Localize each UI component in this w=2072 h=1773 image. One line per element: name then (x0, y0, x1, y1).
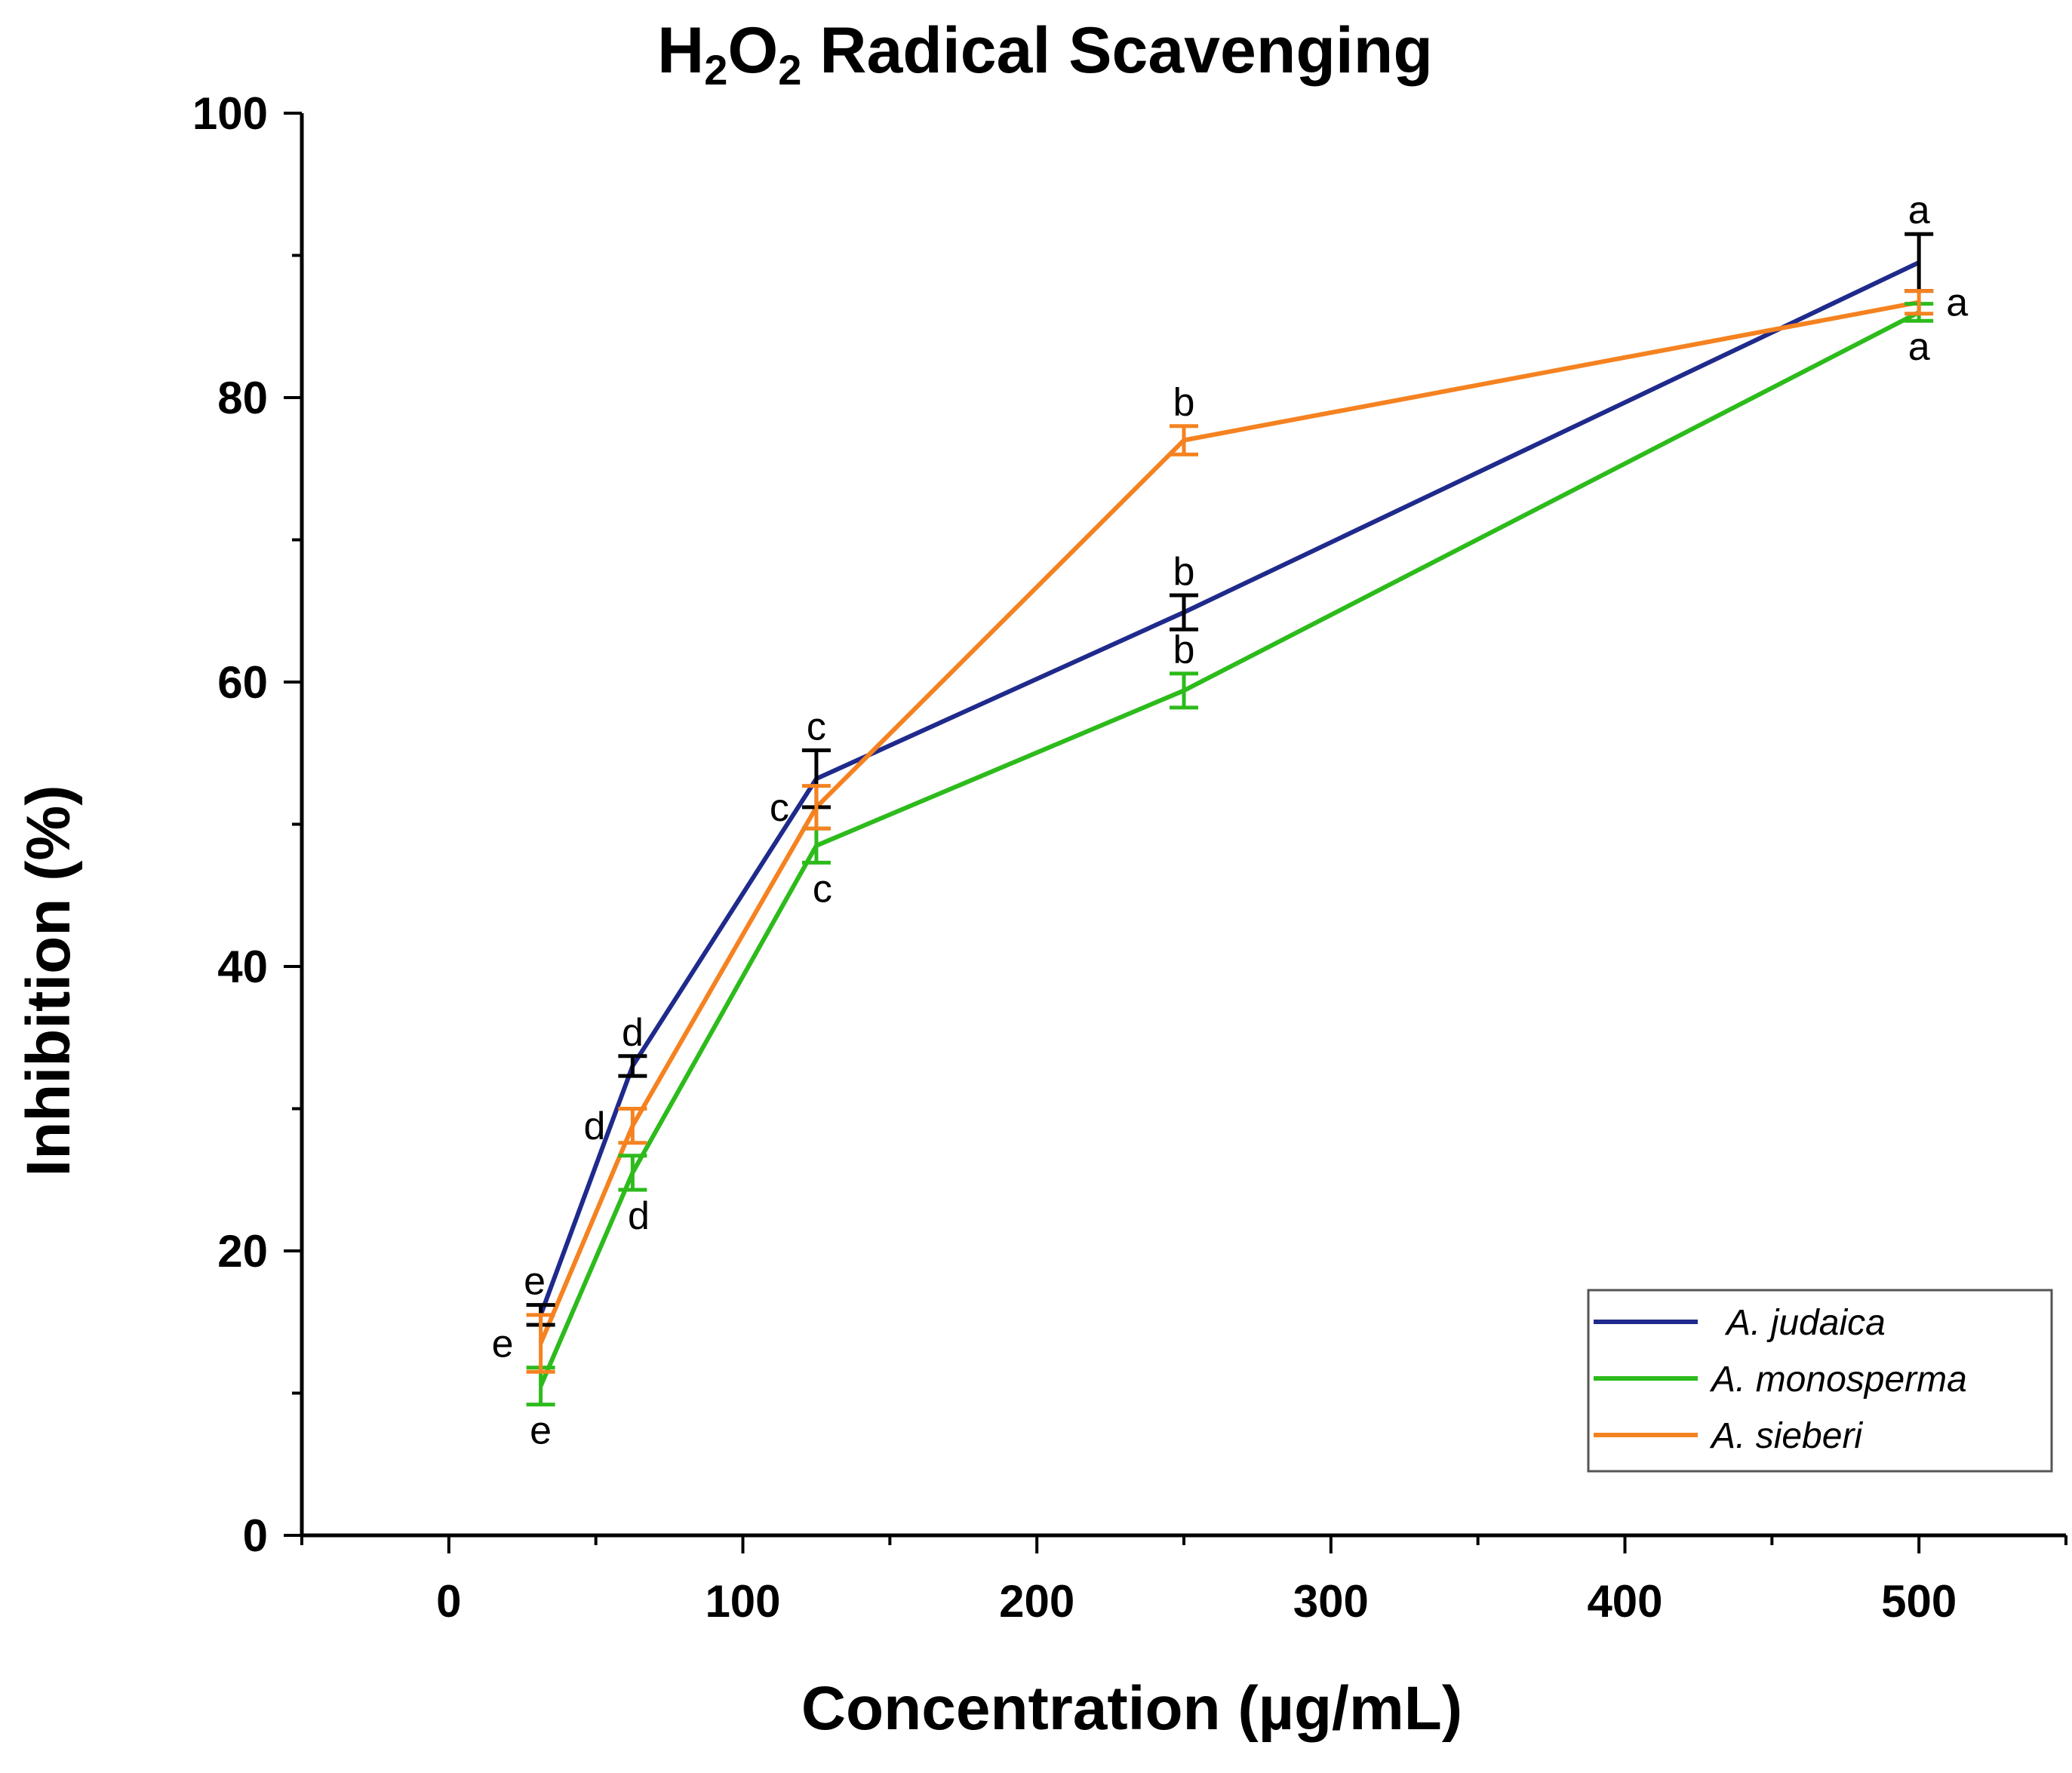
error-bar-a-sieberi-0 (526, 1313, 555, 1374)
axis-ticks: 0 100 200 300 400 500 0 20 40 60 80 100 (192, 88, 2067, 1627)
letter-a-monosperma-4: a (1908, 325, 1930, 369)
error-bar-a-judaica-1 (618, 1054, 647, 1078)
legend: A. judaica A. monosperma A. sieberi (1587, 1289, 2053, 1473)
letter-a-monosperma-2: c (813, 867, 832, 911)
series-line-a-monosperma (538, 310, 1920, 1387)
error-bar-a-monosperma-2 (801, 826, 831, 865)
letter-a-sieberi-4: a (1946, 281, 1968, 325)
letter-a-judaica-4: a (1908, 189, 1930, 232)
letter-a-sieberi-2: c (770, 786, 789, 830)
error-bar-a-sieberi-3 (1170, 424, 1198, 456)
series-line-a-sieberi (538, 300, 1920, 1344)
letter-a-judaica-0: e (524, 1260, 546, 1304)
title-formula-sub-2: 2 (778, 46, 801, 94)
y-tick-label-0: 0 (243, 1510, 268, 1561)
letter-a-sieberi-1: d (583, 1105, 605, 1148)
error-bar-a-sieberi-1 (618, 1107, 647, 1145)
legend-label-a-judaica: A. judaica (1724, 1303, 1886, 1343)
title-formula-h: H (657, 14, 704, 87)
x-tick-label-100: 100 (705, 1576, 780, 1627)
letter-a-monosperma-3: b (1173, 628, 1195, 672)
title-formula-sub-1: 2 (704, 46, 727, 94)
y-tick-label-80: 80 (217, 373, 268, 423)
error-bar-a-sieberi-4 (1904, 289, 1934, 316)
error-bar-a-judaica-4 (1904, 232, 1934, 293)
letter-a-sieberi-0: e (492, 1323, 514, 1366)
error-bar-a-sieberi-2 (801, 784, 831, 831)
legend-label-a-sieberi: A. sieberi (1709, 1416, 1863, 1456)
letter-a-judaica-3: b (1173, 550, 1195, 594)
x-tick-label-500: 500 (1881, 1576, 1957, 1627)
error-bar-a-monosperma-1 (618, 1154, 647, 1192)
chart-title: H2O2 Radical Scavenging (657, 14, 1433, 94)
y-tick-label-40: 40 (217, 942, 268, 992)
y-tick-label-100: 100 (192, 88, 268, 139)
x-tick-label-300: 300 (1293, 1576, 1369, 1627)
series-lines (538, 260, 1920, 1387)
error-bars (526, 232, 1934, 1407)
y-tick-label-20: 20 (217, 1226, 268, 1277)
letter-a-monosperma-1: d (628, 1194, 650, 1238)
letter-a-monosperma-0: e (530, 1409, 552, 1453)
error-bar-a-monosperma-3 (1170, 671, 1198, 710)
significance-letters: e d c b a e d c b a e d c b a (492, 189, 1969, 1452)
x-axis-title: Concentration (µg/mL) (801, 1674, 1462, 1743)
legend-label-a-monosperma: A. monosperma (1709, 1360, 1967, 1400)
title-formula-o: O (727, 14, 778, 87)
x-tick-label-200: 200 (999, 1576, 1074, 1627)
x-tick-label-0: 0 (436, 1576, 461, 1627)
letter-a-sieberi-3: b (1173, 381, 1195, 425)
y-tick-label-60: 60 (217, 657, 268, 708)
error-bar-a-judaica-3 (1170, 593, 1198, 631)
title-text: Radical Scavenging (801, 14, 1432, 87)
letter-a-judaica-1: d (622, 1011, 644, 1055)
x-tick-label-400: 400 (1587, 1576, 1662, 1627)
letter-a-judaica-2: c (807, 705, 826, 749)
y-axis-title: Inhibition (%) (14, 785, 83, 1176)
